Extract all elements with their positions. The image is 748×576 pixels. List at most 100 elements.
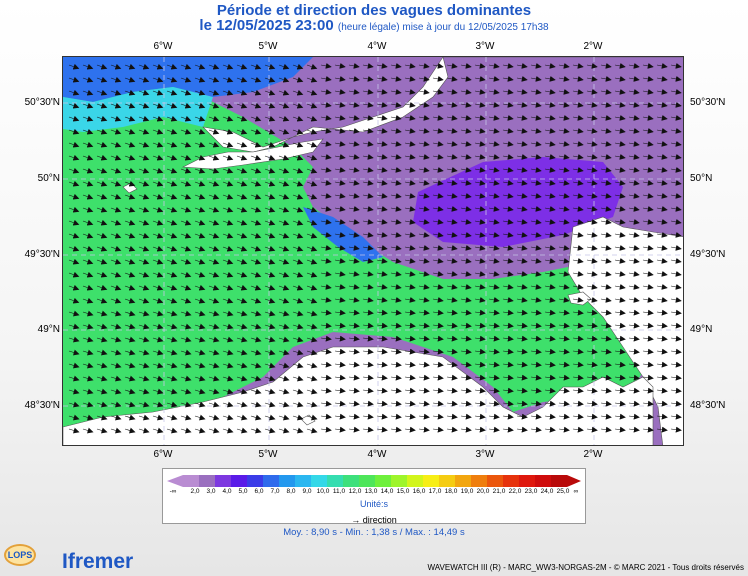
direction-arrow <box>460 114 472 121</box>
direction-arrow <box>208 232 220 239</box>
direction-arrow <box>432 114 444 121</box>
direction-arrow <box>600 270 612 277</box>
direction-arrow <box>124 349 136 356</box>
direction-arrow <box>656 296 668 303</box>
direction-arrow <box>152 323 164 330</box>
direction-arrow <box>68 154 80 161</box>
direction-arrow <box>124 89 136 96</box>
direction-arrow <box>376 374 388 381</box>
direction-arrow <box>236 115 248 122</box>
direction-arrow <box>488 153 500 160</box>
direction-arrow <box>180 323 192 330</box>
lat-label-left: 50°N <box>37 173 60 184</box>
legend-value-label: 12,0 <box>348 488 362 495</box>
direction-arrow <box>250 271 262 278</box>
direction-arrow <box>460 205 472 212</box>
direction-arrow <box>390 140 402 147</box>
direction-arrow <box>334 322 346 329</box>
direction-arrow <box>152 193 164 200</box>
direction-arrow <box>642 62 654 69</box>
direction-arrow <box>208 375 220 382</box>
direction-arrow <box>166 102 178 109</box>
direction-arrow <box>292 297 304 304</box>
direction-arrow <box>642 114 654 121</box>
direction-arrow <box>306 219 318 226</box>
direction-arrow <box>82 180 94 187</box>
direction-arrow <box>110 336 122 343</box>
direction-arrow <box>572 309 584 316</box>
direction-arrow <box>250 180 262 187</box>
direction-arrow <box>600 335 612 342</box>
direction-arrow <box>488 283 500 290</box>
direction-arrow <box>376 335 388 342</box>
direction-arrow <box>250 297 262 304</box>
direction-arrow <box>670 244 682 251</box>
direction-arrow <box>376 75 388 82</box>
direction-arrow <box>628 244 640 251</box>
direction-arrow <box>124 63 136 70</box>
direction-arrow <box>572 75 584 82</box>
direction-arrow <box>404 348 416 355</box>
direction-arrow <box>68 258 80 265</box>
direction-arrow <box>264 232 276 239</box>
direction-arrow <box>124 284 136 291</box>
direction-arrow <box>558 361 570 368</box>
direction-arrow <box>572 270 584 277</box>
update-note: (heure légale) mise à jour du 12/05/2025… <box>337 22 549 33</box>
direction-arrow <box>348 127 360 134</box>
lat-label-left: 49°30'N <box>24 249 60 260</box>
direction-arrow <box>334 309 346 316</box>
direction-arrow <box>292 258 304 265</box>
direction-arrow <box>474 101 486 108</box>
direction-arrow <box>250 115 262 122</box>
direction-arrow <box>530 205 542 212</box>
direction-arrow <box>278 232 290 239</box>
direction-arrow <box>180 102 192 109</box>
direction-arrow <box>376 387 388 394</box>
direction-arrow <box>474 192 486 199</box>
direction-arrow <box>572 62 584 69</box>
direction-arrow <box>376 140 388 147</box>
direction-arrow <box>390 322 402 329</box>
legend-value-label: 20,0 <box>476 488 490 495</box>
direction-arrow <box>348 75 360 82</box>
direction-arrow <box>418 296 430 303</box>
direction-arrow <box>250 76 262 83</box>
direction-arrow <box>82 76 94 83</box>
direction-arrow <box>558 62 570 69</box>
direction-arrow <box>152 388 164 395</box>
direction-arrow <box>474 257 486 264</box>
wave-map[interactable] <box>62 56 684 446</box>
direction-arrow <box>334 374 346 381</box>
direction-arrow <box>250 362 262 369</box>
direction-arrow <box>96 102 108 109</box>
direction-arrow <box>334 335 346 342</box>
direction-arrow <box>222 193 234 200</box>
direction-arrow <box>152 167 164 174</box>
direction-arrow <box>614 270 626 277</box>
direction-arrow <box>110 89 122 96</box>
direction-arrow <box>628 127 640 134</box>
direction-arrow <box>306 245 318 252</box>
direction-arrow <box>208 388 220 395</box>
direction-arrow <box>656 218 668 225</box>
direction-arrow <box>152 115 164 122</box>
direction-arrow <box>292 167 304 174</box>
direction-arrow <box>376 101 388 108</box>
direction-arrow <box>124 154 136 161</box>
direction-arrow <box>138 245 150 252</box>
direction-arrow <box>572 140 584 147</box>
direction-arrow <box>376 179 388 186</box>
direction-arrow <box>278 154 290 161</box>
direction-arrow <box>152 154 164 161</box>
ifremer-logo: Ifremer <box>62 550 134 573</box>
direction-arrow <box>656 114 668 121</box>
direction-arrow <box>642 374 654 381</box>
direction-arrow <box>544 88 556 95</box>
direction-arrow <box>264 284 276 291</box>
direction-arrow <box>460 283 472 290</box>
direction-arrow <box>446 75 458 82</box>
direction-arrow <box>600 361 612 368</box>
direction-arrow <box>516 257 528 264</box>
direction-arrow <box>124 271 136 278</box>
